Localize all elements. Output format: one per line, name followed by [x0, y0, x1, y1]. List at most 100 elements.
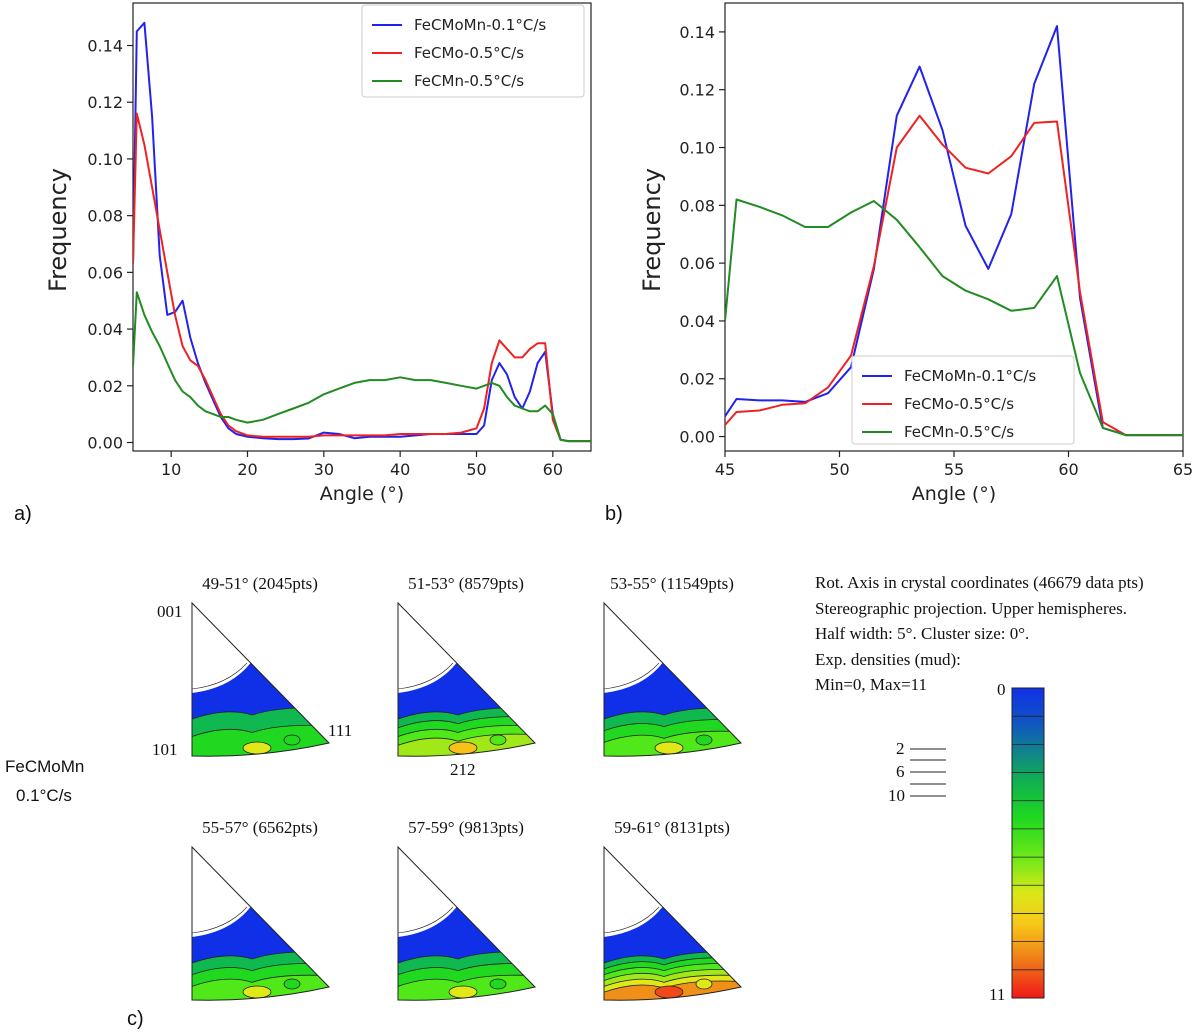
x-tick-label: 65 — [1173, 460, 1193, 479]
ipf-map-title: 57-59° (9813pts) — [408, 818, 524, 837]
ipf-hotspot — [695, 978, 713, 990]
ipf-hotspot — [448, 741, 478, 755]
y-tick-label: 0.06 — [87, 263, 123, 282]
y-tick-label: 0.14 — [679, 23, 715, 42]
y-tick-label: 0.08 — [87, 207, 123, 226]
corner-label-101: 101 — [152, 740, 178, 759]
x-axis-label-b: Angle (°) — [912, 483, 996, 505]
contour-label-6: 6 — [896, 762, 905, 781]
y-tick-label: 0.12 — [679, 81, 715, 100]
ipf-arc — [604, 662, 660, 690]
ipf-outline — [397, 845, 536, 1001]
ipf-map-3: 55-57° (6562pts) — [191, 818, 330, 1001]
series-line-2 — [725, 198, 1183, 437]
ipf-arc — [398, 906, 454, 934]
ipf-map-0: 49-51° (2045pts) — [191, 574, 330, 757]
contour-label-10: 10 — [888, 786, 905, 805]
info-line-5: Min=0, Max=11 — [815, 675, 927, 694]
ipf-map-1: 51-53° (8579pts) — [397, 574, 536, 757]
ipf-empty-region — [604, 603, 741, 689]
series-line-1 — [133, 112, 591, 443]
ipf-empty-region — [192, 603, 329, 689]
series-line-1 — [725, 114, 1183, 437]
chart-a: 10 20 30 40 50 60 0.00 0.02 0.04 0.06 0.08 0.10 0.12… — [44, 2, 592, 505]
sample-rate: 0.1°C/s — [16, 786, 72, 805]
ipf-hotspot — [283, 978, 301, 990]
ipf-empty-region — [398, 847, 535, 933]
y-tick-label: 0.02 — [679, 370, 715, 389]
info-line-4: Exp. densities (mud): — [815, 650, 961, 669]
sample-name: FeCMoMn — [5, 757, 84, 776]
ipf-arc — [398, 662, 454, 690]
x-tick-label: 60 — [543, 460, 563, 479]
legend-label-1: FeCMo-0.5°C/s — [904, 395, 1014, 413]
y-tick-label: 0.14 — [87, 37, 123, 56]
y-tick-label: 0.10 — [679, 139, 715, 158]
x-tick-label: 50 — [829, 460, 849, 479]
ipf-outline — [191, 845, 330, 1001]
ipf-outline — [191, 601, 330, 757]
legend-box-b — [851, 355, 1075, 445]
ipf-hotspot — [489, 978, 507, 990]
ipf-arc — [604, 906, 660, 934]
ipf-hotspot — [283, 734, 301, 746]
ipf-map-title: 53-55° (11549pts) — [610, 574, 734, 593]
ipf-empty-region — [192, 847, 329, 933]
info-block: Rot. Axis in crystal coordinates (46679 … — [815, 573, 1144, 694]
ipf-hotspot — [654, 985, 684, 999]
y-tick-label: 0.02 — [87, 377, 123, 396]
legend-label-0: FeCMoMn-0.1°C/s — [414, 16, 546, 34]
y-tick-label: 0.06 — [679, 254, 715, 273]
corner-label-001: 001 — [157, 602, 183, 621]
y-tick-label: 0.04 — [679, 312, 715, 331]
ipf-empty-region — [604, 847, 741, 933]
x-tick-label: 55 — [944, 460, 964, 479]
ipf-map-4: 57-59° (9813pts) — [397, 818, 536, 1001]
ipf-empty-region — [398, 603, 535, 689]
panel-label-a: a) — [14, 503, 32, 525]
info-line-2: Stereographic projection. Upper hemisphe… — [815, 599, 1127, 618]
legend-label-2: FeCMn-0.5°C/s — [904, 423, 1014, 441]
x-axis-label-a: Angle (°) — [320, 483, 404, 505]
panel-label-b: b) — [605, 503, 623, 525]
contour-level-key: 2 6 10 — [888, 739, 946, 805]
contour-label-2: 2 — [896, 739, 905, 758]
colorbar-gradient — [1011, 687, 1045, 999]
y-axis-label-b: Frequency — [638, 168, 666, 292]
info-line-1: Rot. Axis in crystal coordinates (46679 … — [815, 573, 1144, 592]
y-axis-label-a: Frequency — [44, 168, 72, 292]
legend-label-2: FeCMn-0.5°C/s — [414, 72, 524, 90]
legend-a: FeCMoMn-0.1°C/s FeCMo-0.5°C/s FeCMn-0.5°C/… — [361, 4, 585, 98]
chart-b: 45 50 55 60 65 0.00 0.02 0.04 0.06 0.08 0.10 0.12 0.… — [638, 2, 1193, 505]
x-tick-label: 20 — [237, 460, 257, 479]
ipf-hotspot — [242, 985, 272, 999]
series-line-2 — [133, 291, 591, 443]
x-tick-label: 50 — [466, 460, 486, 479]
colorbar-max-label: 11 — [989, 985, 1005, 1004]
x-tick-label: 40 — [390, 460, 410, 479]
panel-c: 49-51° (2045pts) 51-53° (8579pts) 53-55° (… — [5, 573, 1144, 1004]
ipf-map-2: 53-55° (11549pts) — [603, 574, 742, 757]
ipf-hotspot — [489, 734, 507, 746]
corner-label-111: 111 — [328, 721, 352, 740]
ipf-map-title: 55-57° (6562pts) — [202, 818, 318, 837]
y-tick-label: 0.00 — [87, 433, 123, 452]
y-tick-label: 0.12 — [87, 93, 123, 112]
colorbar-min-label: 0 — [997, 680, 1006, 699]
ipf-hotspot — [448, 985, 478, 999]
ipf-outline — [397, 601, 536, 757]
ipf-arc — [192, 662, 248, 690]
info-line-3: Half width: 5°. Cluster size: 0°. — [815, 624, 1029, 643]
ipf-outline — [603, 601, 742, 757]
x-tick-label: 10 — [161, 460, 181, 479]
legend-box-a — [361, 4, 585, 98]
y-tick-label: 0.04 — [87, 320, 123, 339]
ipf-hotspot — [695, 734, 713, 746]
legend-label-1: FeCMo-0.5°C/s — [414, 44, 524, 62]
panel-label-c: c) — [127, 1008, 144, 1030]
ipf-outline — [603, 845, 742, 1001]
colorbar: 0 11 — [989, 680, 1045, 1004]
ipf-map-title: 49-51° (2045pts) — [202, 574, 318, 593]
ipf-hotspot — [242, 741, 272, 755]
